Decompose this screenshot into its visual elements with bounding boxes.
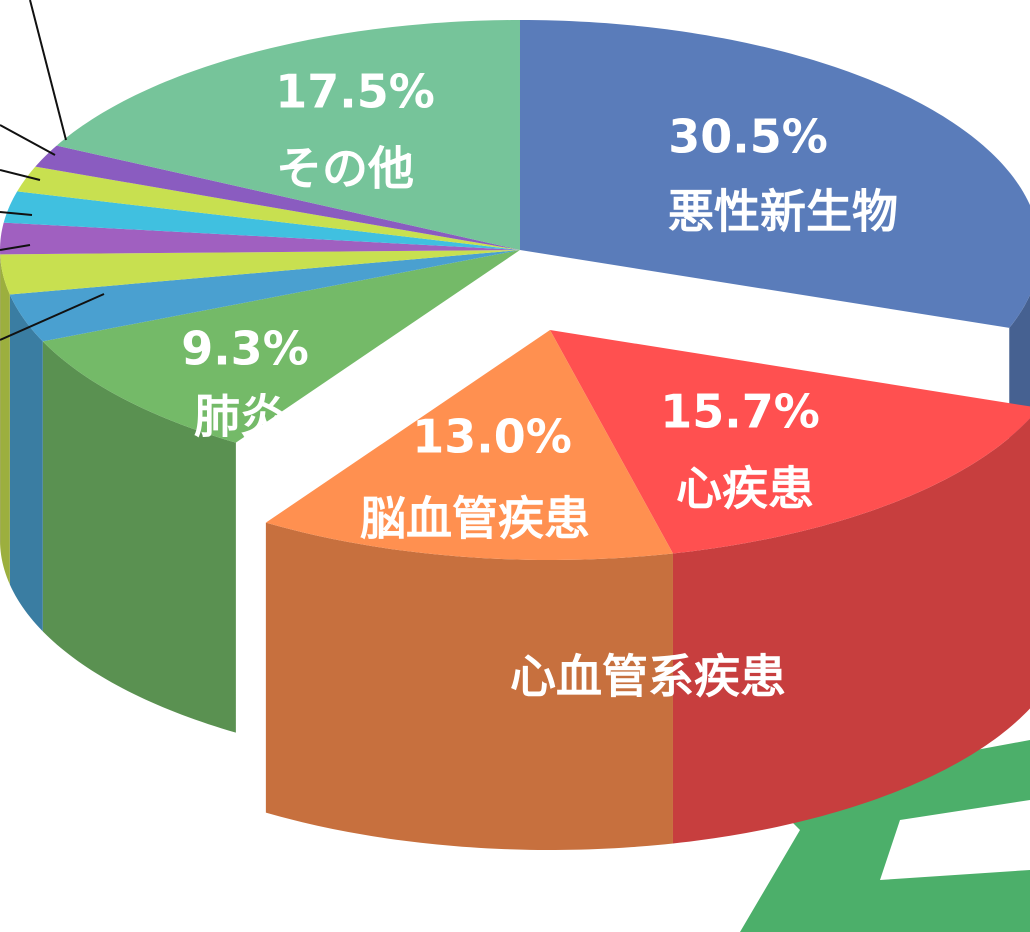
category-label: 脳血管疾患 [360, 492, 590, 546]
slice [550, 330, 1030, 554]
value-label: 13.0% [412, 410, 572, 464]
slice [35, 145, 520, 250]
value-label: 15.7% [660, 385, 820, 439]
category-label: 肺炎 [194, 390, 286, 444]
slice-side [265, 522, 673, 850]
category-label: 悪性新生物 [668, 185, 898, 239]
slice [265, 330, 673, 560]
pie [0, 20, 1030, 850]
slice [17, 166, 520, 250]
category-label: その他 [276, 142, 414, 196]
slice [42, 250, 521, 443]
slice [520, 20, 1030, 328]
slice [9, 250, 521, 342]
leader-lines [0, 0, 105, 341]
slice-side [42, 341, 236, 733]
slice-side [672, 418, 1030, 844]
value-label: 30.5% [668, 110, 828, 164]
slice [56, 20, 521, 250]
slice [0, 250, 520, 295]
slice-side [9, 294, 43, 632]
slice [0, 222, 520, 255]
category-label: 心疾患 [676, 462, 814, 516]
slice [3, 191, 520, 250]
annotation: 心血管系疾患 [510, 650, 786, 704]
value-label: 9.3% [181, 322, 309, 376]
slice-side [0, 254, 10, 585]
value-label: 17.5% [275, 65, 435, 119]
